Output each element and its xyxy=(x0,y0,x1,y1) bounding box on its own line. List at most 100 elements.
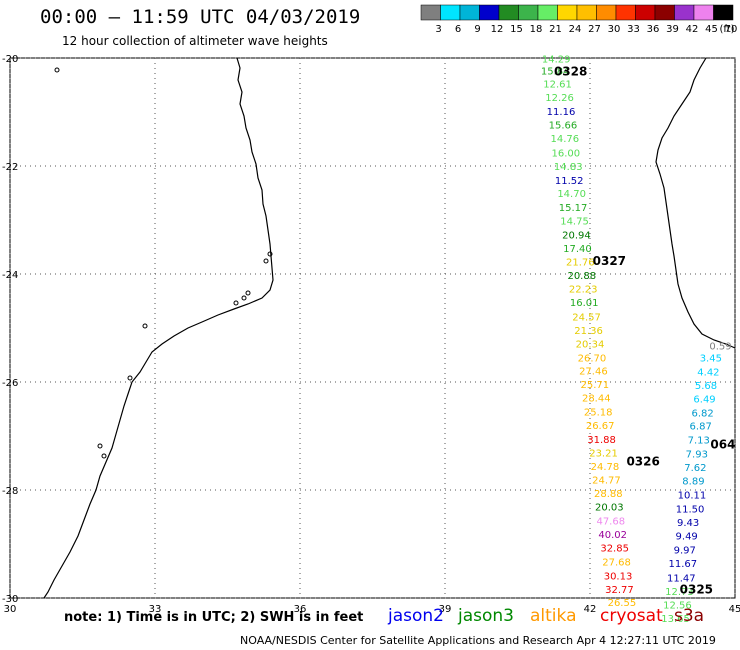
wave-height-label: 20.94 xyxy=(562,230,591,241)
wave-height-label: 6.87 xyxy=(690,422,712,433)
scale-unit: (ft) xyxy=(719,24,734,35)
wave-height-label: 47.68 xyxy=(596,517,625,528)
y-tick-label: -30 xyxy=(2,594,18,605)
wave-height-label: 12.56 xyxy=(663,600,692,611)
scale-label: 9 xyxy=(474,24,480,35)
satellite-jason3: jason3 xyxy=(458,606,514,626)
wave-height-color-scale: 3 6 9 12 15 18 21 24 27 30 33 36 39 42 45 70(ft) xyxy=(420,4,737,35)
wave-height-label: 7.62 xyxy=(684,463,706,474)
wave-height-label: 20.03 xyxy=(595,503,624,514)
y-tick-label: -26 xyxy=(2,378,18,389)
wave-height-label: 16.01 xyxy=(570,298,599,309)
y-tick-label: -24 xyxy=(2,270,18,281)
footer-credit: NOAA/NESDIS Center for Satellite Applica… xyxy=(240,634,716,647)
wave-height-label: 24.57 xyxy=(572,312,601,323)
wave-height-label: 28.44 xyxy=(582,393,611,404)
bottom-note: note: 1) Time is in UTC; 2) SWH is in fe… xyxy=(64,610,364,625)
wave-height-label: 11.47 xyxy=(667,573,696,584)
island xyxy=(233,300,239,306)
wave-height-label: 26.55 xyxy=(608,598,637,609)
wave-height-label: 11.52 xyxy=(555,176,584,187)
wave-height-label: 14.75 xyxy=(560,216,589,227)
wave-height-label: 21.36 xyxy=(574,326,603,337)
pass-time-label: 0326 xyxy=(626,455,659,469)
island xyxy=(245,290,251,296)
wave-height-label: 23.21 xyxy=(589,449,618,460)
wave-height-label: 26.70 xyxy=(578,353,607,364)
chart-title: 00:00 — 11:59 UTC 04/03/2019 xyxy=(40,6,361,28)
wave-height-label: 9.97 xyxy=(674,546,696,557)
wave-height-label: 40.02 xyxy=(598,530,627,541)
wave-height-label: 12.26 xyxy=(545,93,574,104)
scale-label: 36 xyxy=(647,24,660,35)
wave-height-label: 12.61 xyxy=(543,80,572,91)
satellite-altika: altika xyxy=(530,606,577,626)
coastline-madagascar xyxy=(655,57,736,349)
pass-time-label: 0328 xyxy=(554,64,587,78)
scale-label: 21 xyxy=(549,24,562,35)
wave-height-label: 27.46 xyxy=(579,366,608,377)
wave-height-label: 14.29 xyxy=(542,54,571,65)
wave-height-label: 20.34 xyxy=(576,339,605,350)
scale-label: 27 xyxy=(588,24,601,35)
scale-label: 33 xyxy=(627,24,640,35)
wave-height-label: 11.16 xyxy=(547,107,576,118)
wave-height-label: 13.65 xyxy=(661,614,690,625)
wave-height-label: 12.73 xyxy=(665,587,694,598)
wave-height-label: 22.23 xyxy=(569,284,598,295)
wave-height-label: 16.00 xyxy=(552,148,581,159)
wave-height-label: 9.49 xyxy=(676,532,698,543)
wave-height-label: 21.76 xyxy=(566,257,595,268)
wave-height-label: 3.45 xyxy=(700,353,722,364)
scale-swatch xyxy=(713,4,734,21)
wave-height-label: 15.66 xyxy=(549,121,578,132)
x-tick-label: 45 xyxy=(729,604,740,615)
wave-height-label: 8.89 xyxy=(682,477,704,488)
wave-height-label: 27.68 xyxy=(602,558,631,569)
scale-label: 24 xyxy=(569,24,582,35)
wave-height-label: 25.71 xyxy=(581,380,610,391)
wave-height-label: 32.77 xyxy=(605,585,634,596)
map-frame xyxy=(9,57,736,599)
wave-height-label: 14.70 xyxy=(557,189,586,200)
wave-height-label: 7.93 xyxy=(686,450,708,461)
wave-height-label: 17.40 xyxy=(563,244,592,255)
wave-height-label: 24.78 xyxy=(591,462,620,473)
wave-height-label: 4.42 xyxy=(697,368,719,379)
y-tick-label: -20 xyxy=(2,54,18,65)
x-tick-label: 42 xyxy=(584,604,597,615)
island xyxy=(142,323,148,329)
scale-label: 30 xyxy=(608,24,621,35)
wave-height-label: 31.88 xyxy=(587,435,616,446)
wave-height-label: 24.77 xyxy=(592,476,621,487)
scale-label: 45 xyxy=(705,24,718,35)
scale-label: 39 xyxy=(666,24,679,35)
wave-height-label: 26.67 xyxy=(586,421,615,432)
island xyxy=(263,258,269,264)
island xyxy=(101,453,107,459)
wave-height-label: 32.85 xyxy=(600,544,629,555)
wave-height-label: 9.43 xyxy=(677,518,699,529)
scale-label: 6 xyxy=(455,24,461,35)
satellite-jason2: jason2 xyxy=(388,606,444,626)
wave-height-label: 15.84 xyxy=(541,67,570,78)
scale-label: 12 xyxy=(491,24,504,35)
wave-height-label: 10.11 xyxy=(678,491,707,502)
wave-height-label: 6.49 xyxy=(693,395,715,406)
satellite-s3a: s3a xyxy=(674,606,705,626)
wave-height-label: 0.59 xyxy=(709,342,731,353)
pass-time-label: 0327 xyxy=(593,254,626,268)
wave-height-label: 11.67 xyxy=(668,559,697,570)
x-tick-label: 36 xyxy=(294,604,307,615)
satellite-cryosat: cryosat xyxy=(600,606,663,626)
y-tick-label: -22 xyxy=(2,162,18,173)
y-tick-label: -28 xyxy=(2,486,18,497)
pass-time-label: 0325 xyxy=(680,583,713,597)
island xyxy=(241,295,247,301)
wave-height-label: 15.17 xyxy=(559,203,588,214)
island xyxy=(267,251,273,257)
wave-height-label: 14.76 xyxy=(551,134,580,145)
coastline-mozambique xyxy=(43,57,274,599)
wave-height-label: 6.82 xyxy=(691,409,713,420)
